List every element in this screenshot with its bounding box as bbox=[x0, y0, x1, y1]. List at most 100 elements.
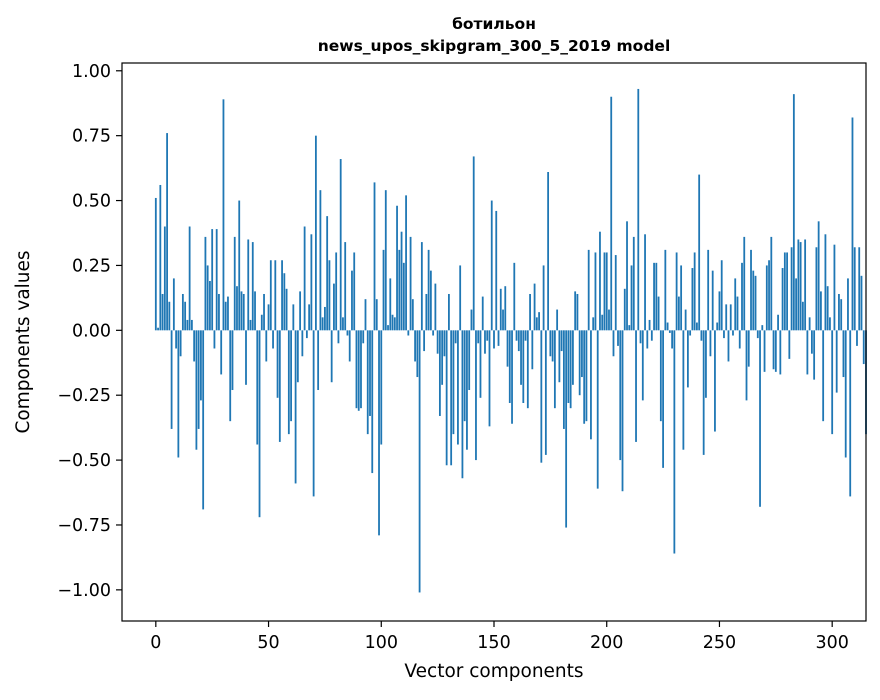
bar-289 bbox=[806, 330, 809, 375]
bar-73 bbox=[319, 190, 322, 331]
bar-255 bbox=[729, 304, 732, 331]
bar-32 bbox=[227, 296, 229, 331]
bar-208 bbox=[623, 288, 626, 331]
bar-79 bbox=[333, 283, 335, 331]
y-tick-label: 1.00 bbox=[72, 62, 111, 82]
bar-135 bbox=[459, 265, 462, 331]
bar-307 bbox=[847, 278, 849, 331]
bar-276 bbox=[777, 314, 779, 331]
bar-237 bbox=[689, 330, 692, 336]
bar-173 bbox=[544, 330, 547, 455]
bar-46 bbox=[258, 330, 261, 518]
bar-45 bbox=[256, 330, 259, 445]
bar-233 bbox=[680, 265, 683, 331]
bar-75 bbox=[324, 306, 326, 331]
bar-302 bbox=[835, 330, 838, 393]
bar-196 bbox=[596, 330, 599, 489]
bar-159 bbox=[513, 262, 516, 331]
bar-186 bbox=[574, 291, 577, 331]
y-tick-label: −0.25 bbox=[57, 386, 111, 406]
bar-132 bbox=[452, 330, 455, 435]
bar-226 bbox=[664, 249, 667, 331]
bar-235 bbox=[684, 309, 687, 331]
bar-278 bbox=[781, 268, 784, 331]
bar-304 bbox=[840, 299, 843, 331]
bar-138 bbox=[466, 330, 468, 450]
bar-5 bbox=[166, 133, 168, 331]
bar-63 bbox=[296, 330, 299, 383]
bar-41 bbox=[247, 239, 250, 331]
bar-176 bbox=[551, 330, 554, 362]
bar-292 bbox=[813, 330, 816, 380]
bar-232 bbox=[677, 296, 680, 331]
bar-290 bbox=[808, 317, 811, 331]
bar-254 bbox=[727, 330, 730, 362]
bar-279 bbox=[783, 252, 786, 331]
bar-49 bbox=[265, 330, 268, 362]
bar-58 bbox=[285, 288, 288, 331]
bar-7 bbox=[170, 330, 173, 429]
bar-8 bbox=[172, 278, 175, 331]
bar-195 bbox=[594, 252, 597, 331]
bar-91 bbox=[360, 330, 362, 409]
bar-108 bbox=[398, 249, 401, 331]
bar-59 bbox=[287, 330, 290, 435]
bar-210 bbox=[628, 325, 631, 331]
x-axis-label: Vector components bbox=[404, 661, 583, 682]
bar-203 bbox=[612, 330, 615, 357]
x-tick-label: 200 bbox=[590, 633, 623, 653]
bar-53 bbox=[274, 260, 277, 331]
bar-244 bbox=[705, 330, 707, 398]
bar-295 bbox=[820, 291, 822, 331]
bar-207 bbox=[621, 330, 624, 492]
bar-65 bbox=[301, 330, 304, 357]
bar-185 bbox=[572, 330, 574, 385]
bar-31 bbox=[224, 301, 227, 331]
bar-149 bbox=[490, 200, 493, 331]
bar-85 bbox=[346, 330, 349, 336]
bar-228 bbox=[668, 330, 671, 333]
bar-286 bbox=[799, 242, 802, 331]
bar-250 bbox=[718, 291, 721, 331]
bar-192 bbox=[587, 249, 590, 331]
bar-35 bbox=[233, 236, 236, 331]
bar-104 bbox=[389, 278, 392, 331]
bar-189 bbox=[581, 330, 583, 378]
bar-109 bbox=[400, 231, 403, 331]
bar-3 bbox=[161, 293, 164, 331]
bar-1 bbox=[157, 327, 159, 331]
bar-288 bbox=[804, 239, 807, 331]
bar-9 bbox=[175, 330, 178, 349]
bar-212 bbox=[632, 236, 635, 331]
bar-163 bbox=[522, 330, 525, 403]
bar-179 bbox=[558, 330, 561, 383]
bar-92 bbox=[362, 330, 365, 344]
bar-102 bbox=[384, 190, 387, 331]
bar-220 bbox=[650, 330, 653, 341]
bar-312 bbox=[858, 247, 861, 331]
bar-269 bbox=[761, 325, 764, 331]
bar-14 bbox=[186, 319, 189, 331]
x-tick-label: 50 bbox=[257, 633, 279, 653]
x-tick-label: 250 bbox=[703, 633, 736, 653]
bar-148 bbox=[488, 330, 491, 427]
y-tick-label: −0.50 bbox=[57, 451, 111, 471]
bar-175 bbox=[549, 330, 552, 357]
bar-124 bbox=[434, 283, 437, 331]
bar-17 bbox=[193, 330, 196, 362]
bar-34 bbox=[231, 330, 234, 391]
bar-106 bbox=[393, 317, 396, 331]
bar-99 bbox=[378, 330, 380, 536]
bar-191 bbox=[585, 330, 588, 422]
bar-24 bbox=[209, 281, 211, 331]
bar-241 bbox=[698, 174, 701, 331]
bar-128 bbox=[443, 330, 446, 357]
y-tick-label: −0.75 bbox=[57, 516, 111, 536]
bar-200 bbox=[605, 252, 608, 331]
bar-234 bbox=[682, 330, 685, 450]
bar-110 bbox=[402, 262, 405, 331]
bar-225 bbox=[662, 330, 664, 468]
bar-117 bbox=[418, 330, 421, 593]
bar-223 bbox=[657, 296, 660, 331]
